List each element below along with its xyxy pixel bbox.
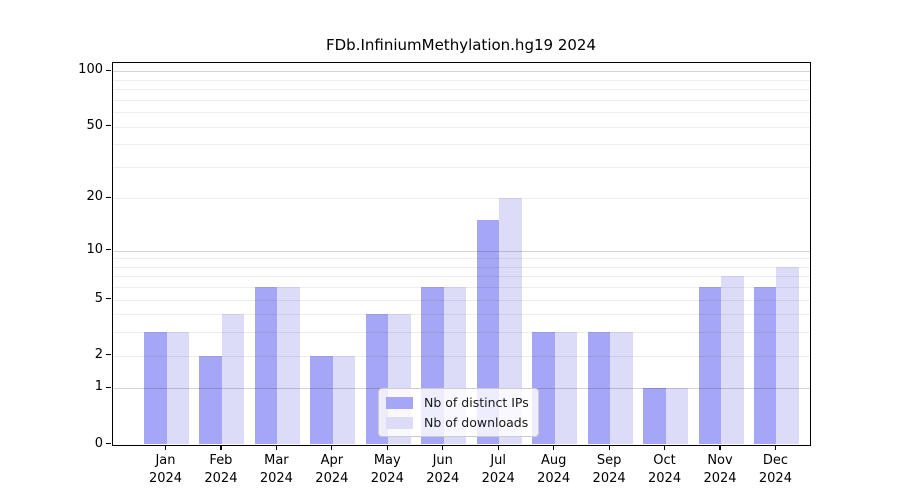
bar-downloads-apr: [332, 355, 356, 445]
gridline-minor-2: [113, 355, 810, 357]
legend-item-downloads: Nb of downloads: [386, 413, 529, 432]
x-tick-label-dec: Dec 2024: [758, 453, 792, 486]
legend-item-distinct-ips: Nb of distinct IPs: [386, 393, 529, 412]
bar-downloads-nov: [721, 276, 744, 445]
grid-layer: [113, 63, 810, 445]
x-tick-apr: [331, 445, 333, 450]
chart-title: FDb.InfiniumMethylation.hg19 2024: [326, 36, 596, 54]
x-tick-feb: [220, 445, 222, 450]
bar-downloads-feb: [221, 314, 245, 445]
gridline-minor-90: [113, 79, 810, 81]
y-tick-label-1: 1: [94, 379, 103, 395]
x-tick-jul: [497, 445, 499, 450]
gridline-minor-70: [113, 99, 810, 101]
bar-downloads-jan: [166, 332, 189, 445]
y-tick-label-0: 0: [94, 435, 103, 451]
legend-swatch-distinct-ips: [386, 396, 413, 409]
legend-swatch-downloads: [386, 416, 413, 429]
bar-downloads-mar: [277, 287, 300, 445]
y-tick-label-10: 10: [86, 241, 103, 257]
legend: Nb of distinct IPs Nb of downloads: [378, 388, 539, 437]
bar-downloads-oct: [665, 388, 689, 445]
x-tick-label-aug: Aug 2024: [537, 453, 571, 486]
x-tick-dec: [774, 445, 777, 450]
y-tick-label-50: 50: [86, 117, 103, 133]
bar-distinct-ips-nov: [698, 287, 721, 445]
x-tick-nov: [719, 445, 721, 450]
y-tick-2: [105, 354, 111, 356]
gridline-major-10: [113, 250, 810, 252]
gridline-minor-7: [113, 276, 810, 278]
gridline-minor-20: [113, 198, 810, 200]
x-tick-label-oct: Oct 2024: [648, 453, 682, 486]
x-tick-label-nov: Nov 2024: [703, 453, 737, 486]
y-tick-label-2: 2: [94, 346, 103, 362]
x-tick-sep: [608, 445, 610, 450]
x-tick-label-apr: Apr 2024: [315, 453, 349, 486]
gridline-minor-5: [113, 299, 810, 301]
x-tick-oct: [663, 445, 666, 450]
gridline-minor-40: [113, 144, 810, 146]
y-tick-5: [105, 298, 111, 300]
y-tick-50: [105, 125, 111, 127]
gridline-minor-4: [113, 314, 810, 316]
legend-label-distinct-ips: Nb of distinct IPs: [424, 395, 529, 410]
gridline-minor-30: [113, 166, 810, 168]
gridline-minor-50: [113, 126, 810, 128]
gridline-minor-3: [113, 332, 810, 334]
x-tick-label-jun: Jun 2024: [426, 453, 460, 486]
x-tick-may: [386, 445, 388, 450]
gridline-minor-9: [113, 258, 810, 260]
bar-distinct-ips-mar: [254, 287, 278, 445]
x-tick-label-jan: Jan 2024: [148, 453, 183, 486]
y-tick-1: [105, 386, 111, 389]
y-tick-label-20: 20: [86, 189, 103, 205]
bar-downloads-jul: [499, 198, 522, 445]
x-tick-jan: [164, 445, 167, 450]
x-tick-jun: [442, 445, 444, 450]
bar-distinct-ips-oct: [643, 388, 666, 445]
gridline-major-100: [113, 71, 810, 73]
y-tick-label-5: 5: [94, 290, 103, 306]
bar-downloads-sep: [610, 332, 633, 445]
x-tick-aug: [553, 445, 555, 450]
x-tick-label-may: May 2024: [370, 453, 404, 486]
bar-distinct-ips-dec: [753, 287, 777, 445]
y-tick-10: [105, 249, 111, 251]
y-tick-100: [105, 69, 111, 72]
y-tick-0: [105, 442, 111, 445]
bar-distinct-ips-apr: [310, 355, 333, 445]
bar-distinct-ips-feb: [199, 355, 222, 445]
gridline-minor-6: [113, 287, 810, 289]
bar-distinct-ips-sep: [587, 332, 611, 445]
gridline-minor-8: [113, 266, 810, 268]
bar-downloads-aug: [554, 332, 578, 445]
bar-distinct-ips-jan: [144, 332, 167, 445]
y-tick-20: [105, 196, 111, 198]
gridline-minor-80: [113, 89, 810, 91]
bar-downloads-dec: [776, 266, 799, 445]
x-tick-label-jul: Jul 2024: [481, 453, 515, 486]
y-tick-label-100: 100: [78, 62, 103, 78]
legend-label-downloads: Nb of downloads: [424, 415, 529, 430]
gridline-minor-60: [113, 112, 810, 114]
x-tick-label-mar: Mar 2024: [259, 453, 293, 486]
x-tick-mar: [275, 445, 277, 450]
x-tick-label-feb: Feb 2024: [204, 453, 238, 486]
x-tick-label-sep: Sep 2024: [592, 453, 626, 486]
